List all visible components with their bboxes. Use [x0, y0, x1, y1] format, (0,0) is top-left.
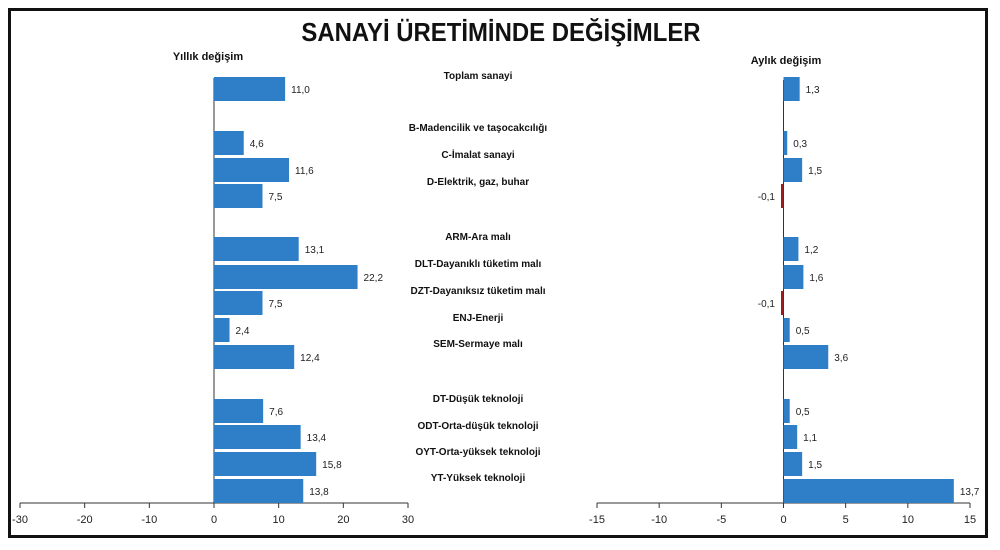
monthly-value-label: 1,6 [809, 273, 823, 284]
yearly-value-label: 7,5 [269, 192, 283, 203]
monthly-tick-label: 15 [964, 514, 976, 526]
monthly-bar [783, 318, 790, 342]
yearly-tick-label: 10 [273, 514, 285, 526]
yearly-value-label: 7,6 [269, 407, 283, 418]
monthly-bar [783, 479, 954, 503]
monthly-bar [783, 131, 788, 155]
monthly-value-label: 13,7 [960, 487, 980, 498]
monthly-bar [783, 425, 798, 449]
yearly-bar [214, 452, 317, 476]
category-label: ENJ-Enerji [453, 313, 504, 324]
yearly-tick-label: -30 [12, 514, 28, 526]
yearly-value-label: 13,4 [307, 433, 327, 444]
monthly-value-label: 3,6 [834, 353, 848, 364]
monthly-value-label: 1,2 [804, 245, 818, 256]
monthly-value-label: 1,3 [806, 85, 820, 96]
monthly-value-label: 0,5 [796, 407, 810, 418]
category-label: D-Elektrik, gaz, buhar [427, 177, 529, 188]
monthly-bar [783, 237, 799, 261]
monthly-tick-label: -5 [716, 514, 726, 526]
chart-frame: SANAYİ ÜRETİMİNDE DEĞİŞİMLER [8, 8, 988, 538]
category-label: OYT-Orta-yüksek teknoloji [415, 447, 540, 458]
monthly-value-label: 1,1 [803, 433, 817, 444]
yearly-tick-label: 0 [211, 514, 217, 526]
category-label: C-İmalat sanayi [441, 148, 515, 161]
monthly-bar [783, 452, 803, 476]
category-label: DT-Düşük teknoloji [433, 394, 524, 405]
yearly-value-label: 7,5 [269, 299, 283, 310]
yearly-bar [214, 184, 263, 208]
yearly-bar [214, 345, 295, 369]
monthly-value-label: 1,5 [808, 460, 822, 471]
monthly-bar [783, 345, 829, 369]
yearly-value-label: 15,8 [322, 460, 342, 471]
monthly-bar [783, 77, 800, 101]
category-label: YT-Yüksek teknoloji [431, 473, 526, 484]
monthly-bar [783, 265, 804, 289]
category-label: Toplam sanayi [444, 71, 513, 82]
yearly-tick-label: -10 [141, 514, 157, 526]
yearly-bar [214, 318, 230, 342]
category-label: ARM-Ara malı [445, 232, 511, 243]
monthly-bar [781, 184, 784, 208]
category-label: DLT-Dayanıklı tüketim malı [415, 259, 542, 270]
monthly-value-label: 1,5 [808, 166, 822, 177]
monthly-tick-label: 10 [902, 514, 914, 526]
yearly-bar [214, 158, 290, 182]
yearly-value-label: 11,0 [291, 85, 310, 96]
yearly-value-label: 11,6 [295, 166, 314, 177]
yearly-value-label: 13,8 [309, 487, 329, 498]
monthly-value-label: 0,5 [796, 326, 810, 337]
yearly-bar [214, 77, 286, 101]
yearly-bar [214, 265, 358, 289]
monthly-value-label: -0,1 [758, 192, 776, 203]
monthly-tick-label: -10 [651, 514, 667, 526]
monthly-bar [781, 291, 784, 315]
yearly-subtitle: Yıllık değişim [173, 51, 244, 63]
monthly-tick-label: -15 [589, 514, 605, 526]
yearly-value-label: 12,4 [300, 353, 320, 364]
monthly-subtitle: Aylık değişim [751, 55, 822, 67]
yearly-bar [214, 399, 264, 423]
chart-title: SANAYİ ÜRETİMİNDE DEĞİŞİMLER [301, 17, 701, 47]
yearly-bar [214, 291, 263, 315]
yearly-bar [214, 131, 244, 155]
yearly-tick-label: 20 [337, 514, 349, 526]
category-label: B-Madencilik ve taşocakcılığı [409, 123, 548, 134]
category-label: SEM-Sermaye malı [433, 339, 523, 350]
yearly-bar [214, 425, 301, 449]
category-label: DZT-Dayanıksız tüketim malı [410, 286, 545, 297]
yearly-value-label: 2,4 [236, 326, 250, 337]
monthly-bar [783, 158, 803, 182]
yearly-tick-label: 30 [402, 514, 414, 526]
monthly-tick-label: 0 [780, 514, 786, 526]
category-label: ODT-Orta-düşük teknoloji [417, 421, 538, 432]
monthly-tick-label: 5 [843, 514, 849, 526]
yearly-bar [214, 479, 304, 503]
monthly-bar [783, 399, 790, 423]
yearly-value-label: 4,6 [250, 139, 264, 150]
yearly-value-label: 13,1 [305, 245, 325, 256]
yearly-tick-label: -20 [77, 514, 93, 526]
yearly-value-label: 22,2 [364, 273, 384, 284]
yearly-bar [214, 237, 299, 261]
monthly-value-label: -0,1 [758, 299, 776, 310]
monthly-value-label: 0,3 [793, 139, 807, 150]
